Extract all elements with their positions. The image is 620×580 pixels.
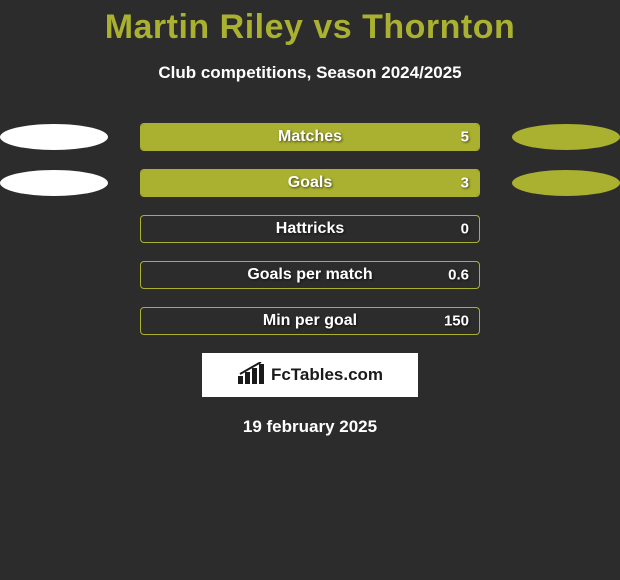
brand-text: FcTables.com [271,365,383,385]
left-ellipse [0,170,108,196]
stat-value: 150 [444,313,469,330]
page-title: Martin Riley vs Thornton [0,0,620,47]
stat-row: Hattricks 0 [0,215,620,243]
stat-row: Goals 3 [0,169,620,197]
stat-row: Goals per match 0.6 [0,261,620,289]
left-ellipse [0,124,108,150]
stat-label: Goals [288,174,332,192]
left-ellipse [0,262,108,288]
stat-bar: Hattricks 0 [140,215,480,243]
stat-rows: Matches 5 Goals 3 Hattricks 0 Goals per match 0… [0,123,620,335]
stat-value: 0 [461,221,469,238]
left-ellipse [0,308,108,334]
stat-value: 3 [461,175,469,192]
subtitle: Club competitions, Season 2024/2025 [0,63,620,83]
stat-label: Hattricks [276,220,344,238]
brand-badge: FcTables.com [202,353,418,397]
stat-row: Matches 5 [0,123,620,151]
left-ellipse [0,216,108,242]
stat-bar: Goals 3 [140,169,480,197]
date-label: 19 february 2025 [0,417,620,437]
stat-label: Goals per match [247,266,372,284]
stat-value: 0.6 [448,267,469,284]
stat-label: Min per goal [263,312,357,330]
brand-chart-icon [237,362,267,389]
stat-bar: Min per goal 150 [140,307,480,335]
stat-label: Matches [278,128,342,146]
right-ellipse [512,170,620,196]
right-ellipse [512,124,620,150]
right-ellipse [512,216,620,242]
stat-bar: Matches 5 [140,123,480,151]
right-ellipse [512,308,620,334]
stat-value: 5 [461,129,469,146]
stat-bar: Goals per match 0.6 [140,261,480,289]
stat-row: Min per goal 150 [0,307,620,335]
right-ellipse [512,262,620,288]
